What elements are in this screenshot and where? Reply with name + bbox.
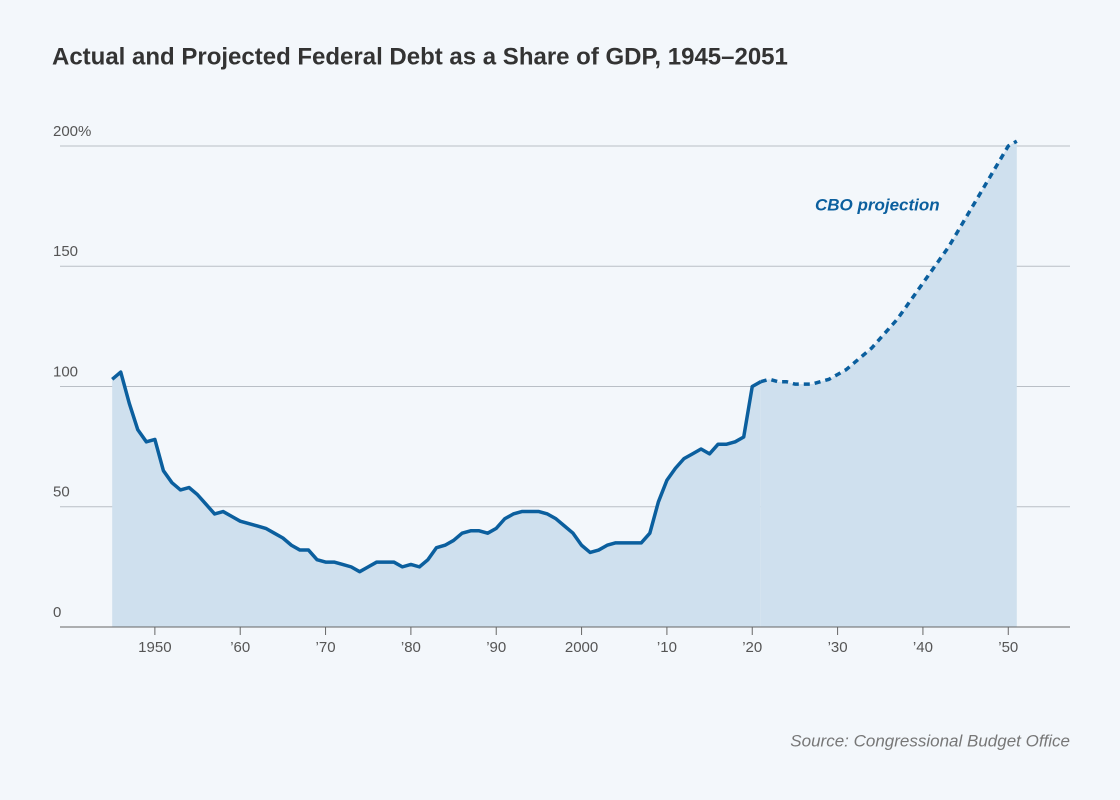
x-tick-label: ’90 <box>486 639 506 656</box>
x-tick-label: ’80 <box>401 639 421 656</box>
y-tick-label: 200% <box>53 123 91 140</box>
source-note: Source: Congressional Budget Office <box>790 731 1070 750</box>
y-tick-label: 150 <box>53 243 78 260</box>
area <box>112 372 761 627</box>
area <box>760 141 1017 627</box>
x-tick-label: ’10 <box>657 639 677 656</box>
chart-title: Actual and Projected Federal Debt as a S… <box>52 43 788 70</box>
x-tick-label: ’50 <box>998 639 1018 656</box>
x-tick-label: ’60 <box>230 639 250 656</box>
x-tick-label: 2000 <box>565 639 598 656</box>
x-tick-label: ’70 <box>316 639 336 656</box>
y-tick-label: 50 <box>53 484 70 501</box>
x-tick-label: ’40 <box>913 639 933 656</box>
annotation: CBO projection <box>815 195 940 214</box>
y-tick-label: 100 <box>53 363 78 380</box>
line <box>760 139 1018 386</box>
x-tick-label: ’30 <box>828 639 848 656</box>
x-tick-label: 1950 <box>138 639 171 656</box>
line <box>111 370 762 574</box>
y-tick-label: 0 <box>53 604 61 621</box>
x-tick-label: ’20 <box>742 639 762 656</box>
